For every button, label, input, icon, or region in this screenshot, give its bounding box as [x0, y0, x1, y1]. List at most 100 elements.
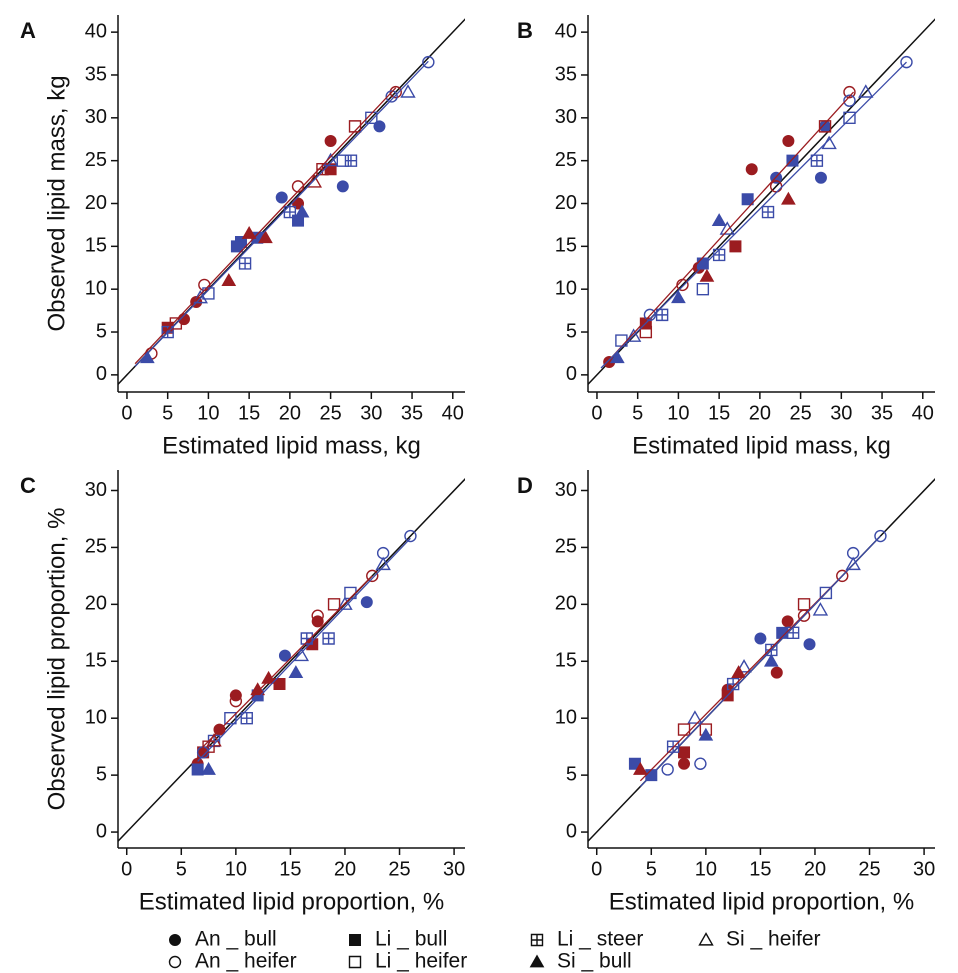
- x-tick-label: 25: [789, 402, 811, 424]
- y-tick-label: 5: [96, 763, 107, 785]
- data-point: [696, 282, 710, 296]
- data-point: [336, 154, 350, 167]
- plot-area: [588, 478, 935, 843]
- y-tick-label: 25: [555, 149, 577, 171]
- data-point: [327, 598, 341, 611]
- data-point: [696, 257, 709, 270]
- legend-label: Li _ heifer: [375, 950, 467, 973]
- x-tick-label: 10: [695, 858, 717, 880]
- data-point: [687, 710, 703, 724]
- legend-marker: [349, 934, 361, 946]
- data-point: [201, 761, 216, 775]
- fit-line: [639, 535, 881, 787]
- x-tick-label: 0: [121, 402, 132, 424]
- y-tick-label: 15: [555, 650, 577, 672]
- y-tick-label: 20: [85, 192, 107, 214]
- data-point: [874, 529, 887, 543]
- data-point: [843, 94, 856, 107]
- y-tick-label: 5: [566, 320, 577, 342]
- data-point: [400, 84, 416, 98]
- data-point: [782, 135, 795, 147]
- x-axis-label: Estimated lipid mass, kg: [162, 432, 421, 459]
- identity-line: [118, 478, 465, 843]
- data-point: [786, 626, 800, 640]
- data-point: [678, 757, 691, 770]
- legend-label: An _ heifer: [195, 950, 297, 973]
- data-point: [745, 163, 758, 176]
- x-tick-label: 20: [279, 402, 301, 424]
- panel-label: C: [20, 473, 36, 498]
- data-point: [741, 193, 754, 206]
- x-tick-label: 5: [632, 402, 643, 424]
- data-point: [278, 649, 291, 662]
- data-point: [422, 56, 435, 69]
- y-tick-label: 35: [85, 63, 107, 85]
- data-point: [786, 154, 799, 167]
- data-point: [812, 602, 829, 616]
- data-point: [661, 763, 674, 776]
- data-point: [719, 221, 735, 235]
- data-point: [900, 56, 913, 69]
- x-tick-label: 15: [238, 402, 260, 424]
- data-point: [273, 678, 286, 691]
- plot-area: [118, 18, 465, 386]
- y-tick-label: 35: [555, 63, 577, 85]
- data-point: [836, 569, 849, 583]
- fit-line: [197, 537, 411, 762]
- data-point: [293, 647, 310, 662]
- data-point: [633, 761, 648, 775]
- y-tick-label: 30: [85, 479, 107, 501]
- x-tick-label: 15: [749, 858, 771, 880]
- x-tick-label: 40: [442, 402, 464, 424]
- x-tick-label: 5: [162, 402, 173, 424]
- data-point: [229, 695, 243, 708]
- data-point: [240, 712, 253, 725]
- data-point: [344, 154, 358, 167]
- x-tick-label: 10: [225, 858, 247, 880]
- data-point: [324, 135, 337, 147]
- panel-label: A: [20, 18, 36, 43]
- y-tick-label: 40: [555, 20, 577, 42]
- data-point: [678, 746, 691, 759]
- legend-label: Si _ bull: [557, 950, 632, 973]
- y-tick-label: 5: [566, 763, 577, 785]
- data-point: [736, 659, 752, 673]
- y-tick-label: 15: [85, 650, 107, 672]
- x-tick-label: 10: [667, 402, 689, 424]
- plot-area: [118, 478, 465, 843]
- data-point: [781, 615, 794, 628]
- x-tick-label: 15: [708, 402, 730, 424]
- data-point: [311, 609, 324, 622]
- fit-line: [604, 91, 855, 366]
- data-point: [366, 569, 379, 583]
- y-tick-label: 20: [555, 593, 577, 615]
- y-tick-label: 15: [85, 235, 107, 257]
- legend-label: An _ bull: [195, 928, 277, 951]
- y-tick-label: 30: [85, 106, 107, 128]
- data-point: [198, 278, 211, 292]
- y-tick-label: 5: [96, 320, 107, 342]
- data-point: [385, 90, 398, 103]
- data-point: [731, 665, 746, 679]
- data-point: [336, 180, 349, 193]
- x-tick-label: 25: [858, 858, 880, 880]
- x-tick-label: 25: [319, 402, 341, 424]
- y-tick-label: 10: [555, 706, 577, 728]
- data-point: [241, 225, 257, 239]
- legend-label: Si _ heifer: [726, 928, 821, 951]
- data-point: [711, 213, 727, 227]
- fit-line: [600, 61, 907, 369]
- legend-label: Li _ steer: [557, 928, 643, 951]
- fit-line: [134, 60, 429, 367]
- data-point: [283, 205, 297, 219]
- data-point: [615, 334, 628, 347]
- data-point: [625, 328, 642, 342]
- data-point: [843, 111, 856, 125]
- panel-label: B: [517, 18, 533, 43]
- y-tick-label: 25: [555, 536, 577, 558]
- data-point: [846, 546, 860, 560]
- data-point: [781, 191, 796, 205]
- y-tick-label: 30: [555, 479, 577, 501]
- y-tick-label: 10: [555, 277, 577, 299]
